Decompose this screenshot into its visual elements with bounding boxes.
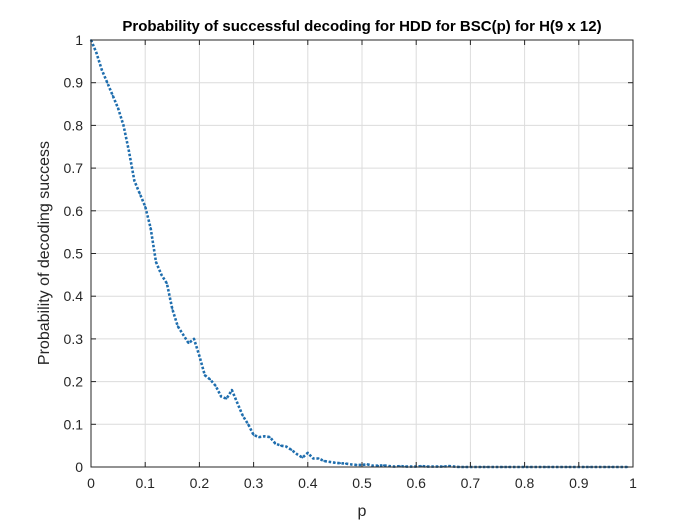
y-tick-label: 0.7 [64,160,84,176]
data-point [111,94,114,97]
data-point [344,462,347,465]
x-tick-label: 0.3 [244,475,264,491]
data-point [263,435,266,438]
data-point [122,124,125,127]
data-point [225,397,228,400]
y-tick-label: 0.6 [64,203,84,219]
x-tick-label: 0.5 [352,475,372,491]
y-tick-label: 0.5 [64,246,84,262]
data-point [279,444,282,447]
data-point [160,273,163,276]
data-point [209,378,212,381]
data-point [106,81,109,84]
data-point [176,325,179,327]
x-axis-label: p [358,503,367,520]
data-point [258,436,260,439]
data-point [149,226,152,229]
y-tick-label: 0 [75,459,83,475]
data-point [165,282,168,285]
data-point [317,457,320,460]
data-point [371,464,374,467]
y-tick-label: 0.8 [64,117,84,133]
data-point [274,442,277,445]
data-point [355,463,358,466]
data-point [220,395,222,398]
data-point [133,180,136,182]
data-point [285,445,288,448]
data-point [138,192,141,195]
x-tick-label: 1 [629,475,637,491]
data-point [247,423,250,426]
data-point [236,402,239,404]
data-point [328,460,331,463]
data-point [231,389,233,392]
data-point [100,68,103,71]
ticks: 0 0.1 0.2 0.3 0.4 0.5 0.6 0.7 0.8 0.9 1 0 0.1 0.2 0.3 0… [64,32,638,491]
series-line [89,39,628,469]
data-point [334,461,336,464]
y-tick-label: 0.4 [64,288,84,304]
chart-title: Probability of successful decoding for H… [122,18,601,35]
data-point [171,308,174,310]
data-point [323,460,325,462]
y-tick-label: 0.2 [64,374,84,390]
data-point [312,457,315,460]
data-point [366,463,369,466]
data-point [301,456,304,459]
data-point [377,464,380,467]
y-tick-label: 0.3 [64,331,84,347]
data-point [290,449,293,451]
data-point [339,462,342,465]
data-point [268,436,271,439]
x-tick-label: 0 [87,475,95,491]
data-point [128,150,130,152]
data-point [252,434,255,436]
y-axis-label: Probability of decoding success [36,141,53,365]
data-point [144,205,147,208]
data-point [198,355,201,357]
x-tick-label: 0.7 [461,475,481,491]
y-tick-label: 0.1 [64,416,84,432]
x-tick-label: 0.4 [298,475,318,491]
y-tick-label: 0.9 [64,75,84,91]
data-point [296,453,298,456]
data-point [95,51,98,54]
data-point [155,261,157,263]
x-tick-label: 0.1 [135,475,155,491]
data-point [193,338,195,340]
data-point [187,342,190,345]
x-tick-label: 0.8 [515,475,535,491]
data-point [214,384,217,387]
data-point [306,452,309,454]
data-point [117,107,119,110]
data-point [203,374,206,377]
data-point [382,464,385,467]
x-tick-label: 0.9 [569,475,589,491]
x-tick-label: 0.6 [406,475,426,491]
x-tick-label: 0.2 [190,475,210,491]
data-point [182,333,185,336]
data-point [350,463,353,466]
data-point [241,414,244,417]
y-tick-label: 1 [75,32,83,48]
